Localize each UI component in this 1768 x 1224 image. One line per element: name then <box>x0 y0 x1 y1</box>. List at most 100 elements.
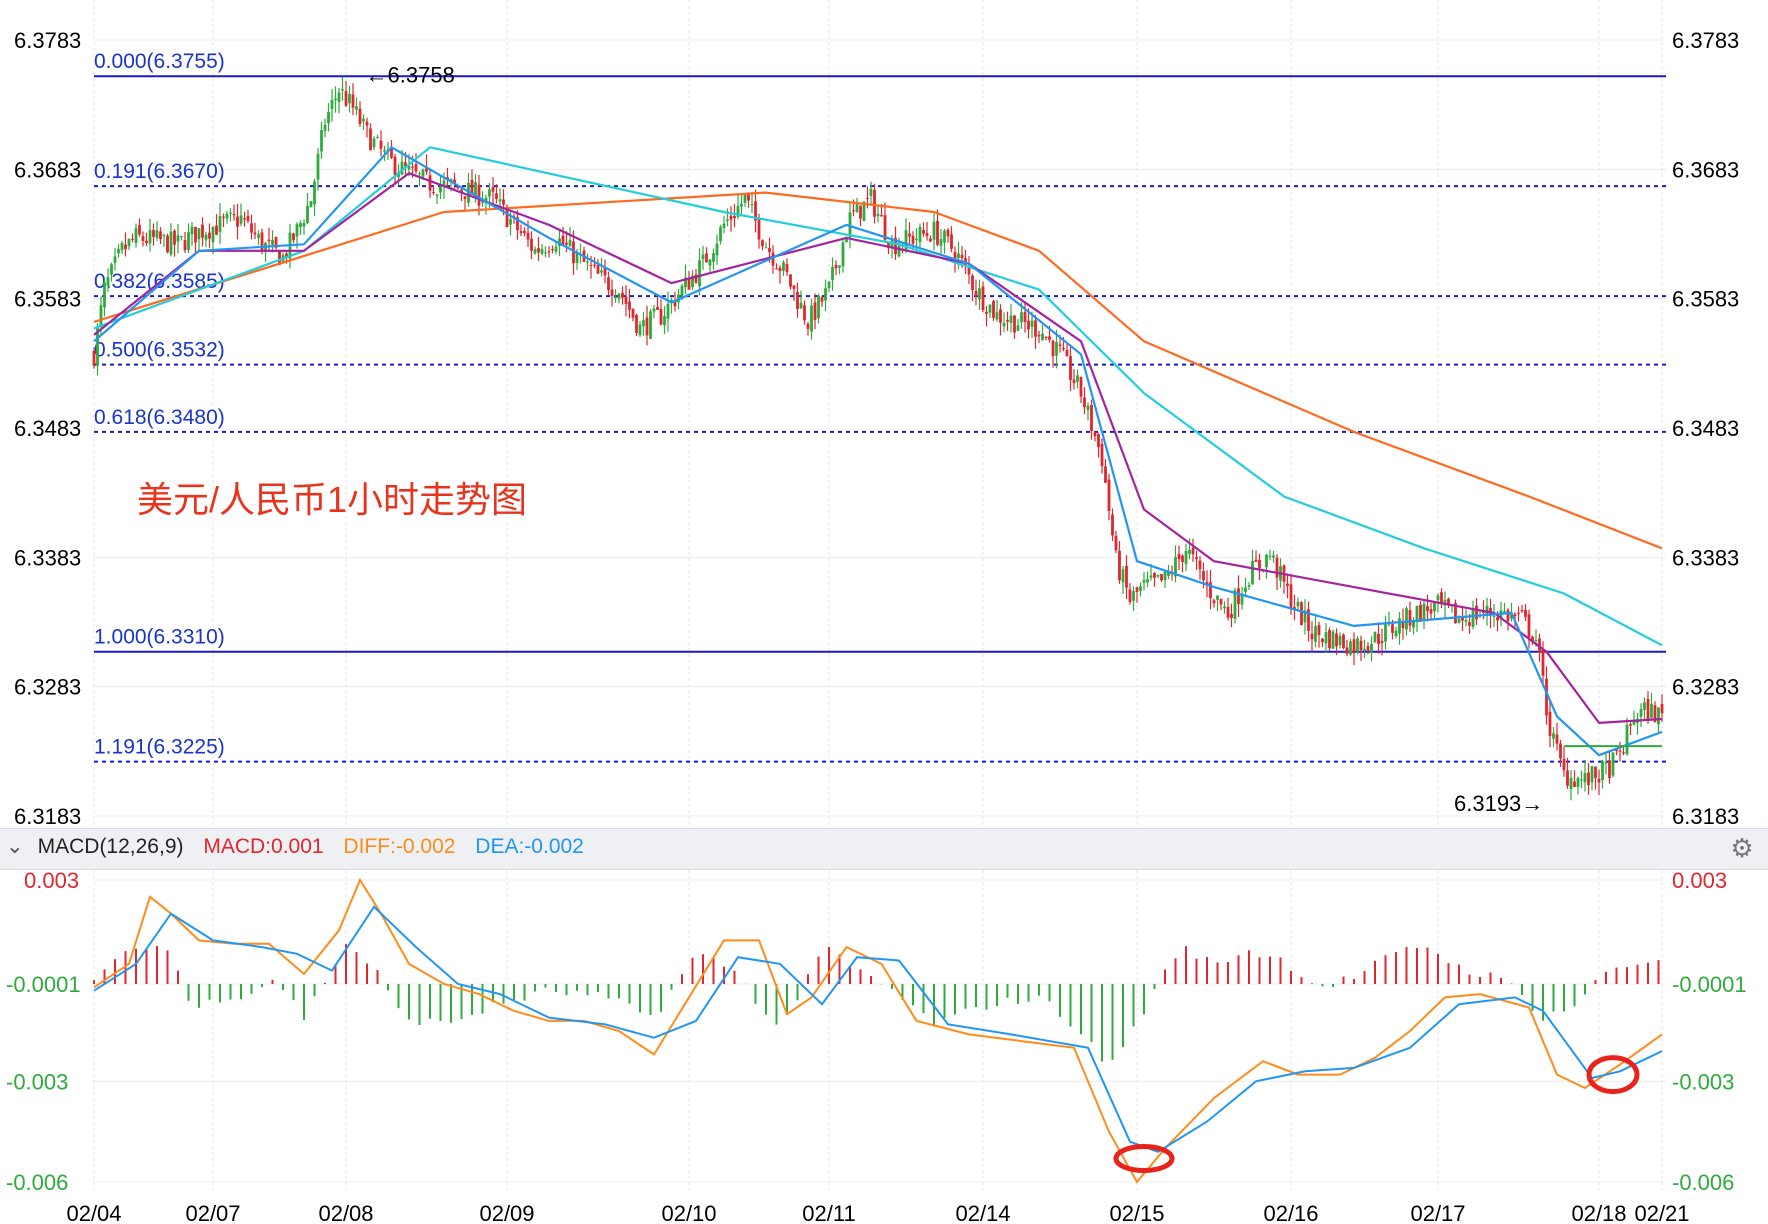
candle-body <box>1006 319 1009 322</box>
candle-body <box>183 239 187 250</box>
date-tick: 02/08 <box>318 1201 373 1224</box>
candle-body <box>246 215 250 221</box>
candle-body <box>1153 573 1156 578</box>
candle-body <box>428 175 432 191</box>
gear-icon[interactable]: ⚙ <box>1730 833 1754 863</box>
candle-body <box>463 196 467 200</box>
candle-body <box>1034 320 1037 337</box>
macd-toolbar <box>0 828 1768 870</box>
candle-body <box>1650 703 1653 718</box>
price-tick-left: 6.3383 <box>14 545 81 570</box>
candle-body <box>491 186 495 192</box>
candle-body <box>834 264 838 269</box>
candle-body <box>509 218 512 225</box>
candle-body <box>1513 614 1517 617</box>
macd-histogram <box>93 944 1660 1062</box>
candle-body <box>705 253 708 263</box>
candle-body <box>715 243 719 256</box>
candle-body <box>1013 315 1016 333</box>
highlight-circle <box>1113 1144 1175 1174</box>
candle-body <box>1188 549 1191 555</box>
candle-body <box>113 256 117 263</box>
candle-body <box>369 128 372 151</box>
candle-body <box>337 92 341 102</box>
candle-body <box>127 239 131 247</box>
low-annotation: 6.3193→ <box>1454 791 1543 816</box>
candle-body <box>1258 559 1261 569</box>
candle-body <box>1156 574 1160 577</box>
candle-body <box>372 138 376 148</box>
candle-body <box>215 225 218 235</box>
candle-body <box>1356 638 1359 652</box>
candle-body <box>1349 641 1352 655</box>
candle-body <box>327 111 330 124</box>
candle-body <box>866 197 869 199</box>
candle-body <box>904 230 908 250</box>
candle-body <box>1436 595 1440 600</box>
candle-body <box>596 264 600 274</box>
candle-body <box>757 218 761 240</box>
candle-body <box>1363 648 1366 651</box>
candle-body <box>698 260 701 287</box>
candle-body <box>1457 618 1461 624</box>
candle-body <box>1622 752 1625 754</box>
candle-body <box>687 277 691 290</box>
candle-body <box>1531 636 1534 643</box>
candle-body <box>554 246 558 252</box>
candle-body <box>1069 356 1072 380</box>
candle-body <box>292 233 295 241</box>
candle-body <box>1471 608 1475 627</box>
candle-body <box>988 304 992 313</box>
candle-body <box>474 182 477 198</box>
candle-body <box>1443 599 1447 606</box>
fib-label: 1.000(6.3310) <box>94 626 225 649</box>
candle-body <box>1128 589 1132 602</box>
candle-body <box>824 288 827 301</box>
candle-body <box>1002 322 1006 327</box>
candle-body <box>271 240 274 245</box>
candle-body <box>946 229 950 237</box>
candle-body <box>575 252 579 263</box>
candle-body <box>908 233 911 237</box>
candle-body <box>519 231 523 234</box>
price-tick-right: 6.3483 <box>1672 416 1739 441</box>
candle-body <box>1552 733 1555 739</box>
candle-body <box>1107 479 1111 511</box>
candle-body <box>631 308 635 318</box>
candle-body <box>432 191 435 193</box>
price-tick-left: 6.3583 <box>14 287 81 312</box>
candle-body <box>1328 629 1331 649</box>
candle-body <box>1174 557 1177 577</box>
candle-body <box>1027 320 1030 330</box>
candle-body <box>1132 591 1135 601</box>
candle-body <box>852 210 855 212</box>
candle-body <box>981 286 985 310</box>
date-tick: 02/17 <box>1410 1201 1465 1224</box>
candle-body <box>635 315 638 333</box>
candle-body <box>659 308 663 325</box>
candle-body <box>1076 375 1079 382</box>
candle-body <box>1475 605 1478 620</box>
dea-line <box>93 905 1663 1153</box>
candle-body <box>1307 609 1310 631</box>
candle-body <box>936 220 939 245</box>
candle-body <box>134 228 138 244</box>
moving-average-line <box>93 146 1663 647</box>
candle-body <box>1510 612 1513 619</box>
macd-tick-right: -0.006 <box>1672 1170 1734 1195</box>
collapse-chevron-icon[interactable]: ⌄ <box>6 835 24 858</box>
candle-body <box>1240 594 1244 605</box>
candle-body <box>260 232 264 252</box>
macd-params[interactable]: MACD(12,26,9) <box>37 835 184 858</box>
candle-body <box>561 235 565 245</box>
fib-label: 1.191(6.3225) <box>94 736 225 759</box>
candle-body <box>1233 590 1237 619</box>
candle-body <box>201 224 204 238</box>
moving-average-line <box>93 172 1663 724</box>
candle-body <box>792 285 796 289</box>
candle-body <box>943 230 946 243</box>
candle-body <box>1391 624 1394 633</box>
candle-body <box>148 230 152 244</box>
candle-body <box>1464 619 1468 622</box>
date-tick: 02/16 <box>1263 1201 1318 1224</box>
